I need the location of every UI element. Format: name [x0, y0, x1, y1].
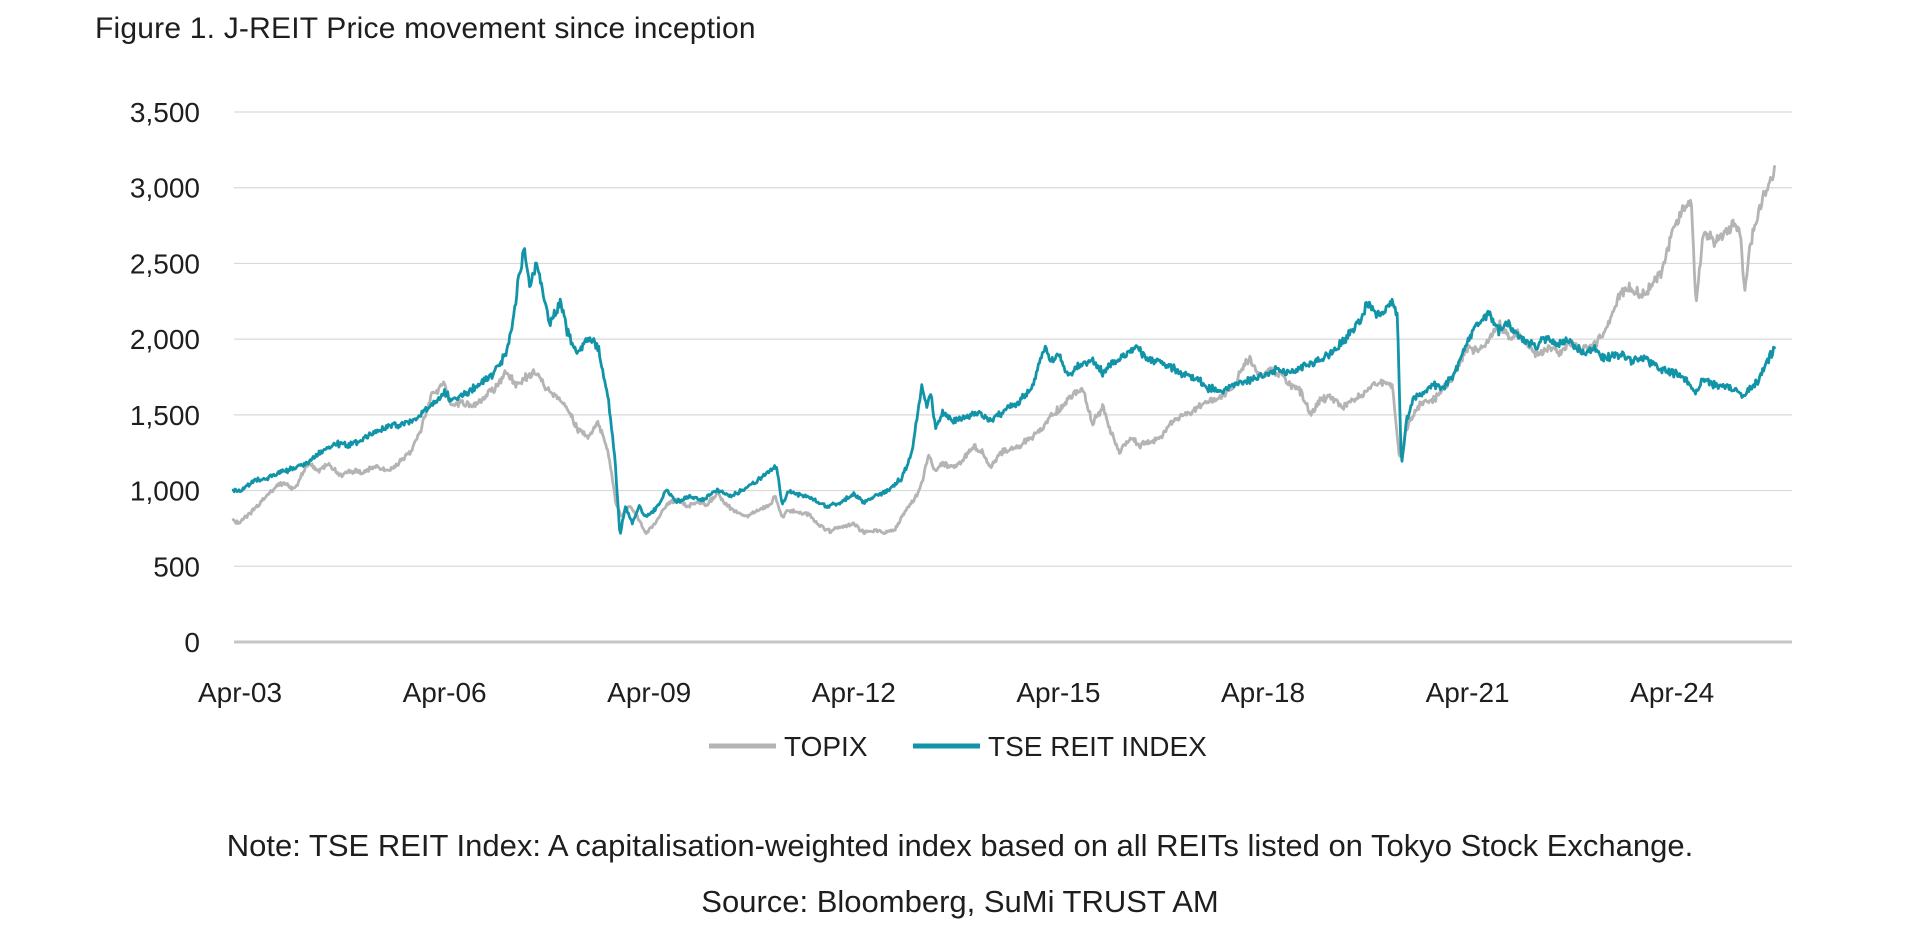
y-tick-label: 0: [184, 627, 200, 658]
y-tick-labels: 0 500 1,000 1,500 2,000 2,500 3,000 3,500: [130, 97, 200, 658]
y-tick-label: 3,000: [130, 173, 200, 204]
x-tick-label: Apr-03: [198, 677, 282, 708]
y-tick-label: 3,500: [130, 97, 200, 128]
x-tick-label: Apr-21: [1426, 677, 1510, 708]
tse-reit-line: [231, 247, 1776, 535]
note-text: Note: TSE REIT Index: A capitalisation-w…: [226, 828, 1694, 863]
x-tick-label: Apr-15: [1016, 677, 1100, 708]
x-tick-label: Apr-09: [607, 677, 691, 708]
x-tick-label: Apr-06: [403, 677, 487, 708]
y-tick-label: 500: [153, 551, 200, 582]
source-text: Source: Bloomberg, SuMi TRUST AM: [701, 884, 1219, 919]
x-tick-label: Apr-24: [1630, 677, 1714, 708]
price-chart: 0 500 1,000 1,500 2,000 2,500 3,000 3,500 Apr-03…: [130, 97, 1792, 762]
y-tick-label: 2,000: [130, 324, 200, 355]
x-tick-label: Apr-12: [812, 677, 896, 708]
legend: TOPIX TSE REIT INDEX: [709, 731, 1207, 762]
y-gridlines: [234, 111, 1792, 644]
legend-label: TOPIX: [784, 731, 868, 762]
x-tick-label: Apr-18: [1221, 677, 1305, 708]
figure-title: Figure 1. J-REIT Price movement since in…: [95, 12, 756, 45]
y-tick-label: 2,500: [130, 248, 200, 279]
y-tick-label: 1,000: [130, 476, 200, 507]
topix-line: [231, 165, 1776, 536]
x-tick-labels: Apr-03 Apr-06 Apr-09 Apr-12 Apr-15 Apr-18 Apr-…: [198, 677, 1714, 708]
y-tick-label: 1,500: [130, 400, 200, 431]
legend-label: TSE REIT INDEX: [988, 731, 1207, 762]
